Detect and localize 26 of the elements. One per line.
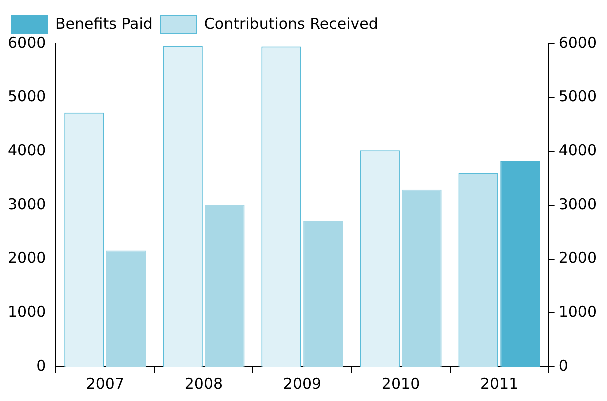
y2-tick-label: 3000 [558,195,598,214]
y-tick-label: 3000 [8,195,46,214]
bar [304,221,344,367]
bar [106,250,146,367]
y-tick-label: 5000 [8,88,46,106]
y-tick-label: 4000 [8,142,46,160]
x-tick-label: 2008 [184,374,224,393]
y2-tick-label: 1000 [558,303,598,322]
y-tick-label: 6000 [8,34,46,52]
bar [402,190,442,367]
y2-tick-label: 6000 [558,34,598,52]
y-tick-label: 0 [36,356,46,375]
bar [500,161,540,367]
y-tick-label: 1000 [8,303,46,322]
y2-tick-label: 4000 [558,142,598,160]
x-tick-label: 2010 [382,374,420,393]
y-tick-label: 2000 [8,249,46,268]
x-tick-label: 2009 [283,374,322,393]
legend-label: Benefits Paid [56,14,153,33]
bar [205,206,245,367]
y2-tick-label: 5000 [558,88,598,106]
x-tick-label: 2007 [86,374,125,393]
x-tick-label: 2011 [480,374,519,393]
legend-label: Contributions Received [204,14,378,33]
y2-tick-label: 2000 [558,249,598,268]
y2-tick-label: 0 [558,356,568,375]
